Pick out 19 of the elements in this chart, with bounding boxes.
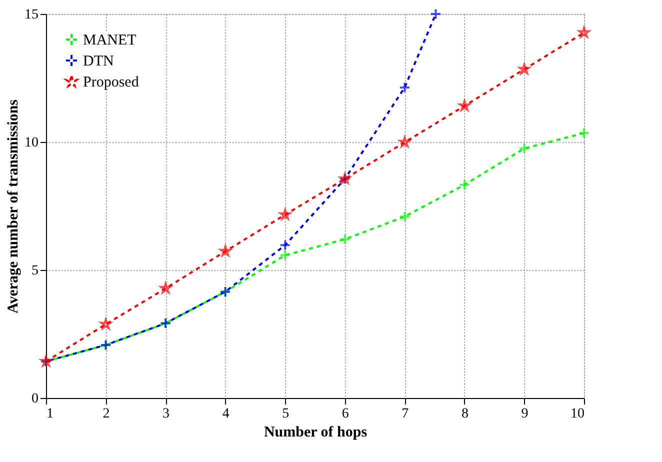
y-tick-label: 15 [24,8,38,22]
y-tick-label: 10 [24,136,38,150]
x-tick-label: 2 [102,406,110,422]
x-tick-label: 10 [570,406,584,422]
y-tick-label: 0 [32,392,38,406]
legend-label: DTN [83,54,114,70]
y-axis-title: Average number of transmissions [6,99,22,314]
x-tick-label: 4 [222,406,230,422]
x-tick-label: 5 [282,406,290,422]
x-tick-label: 6 [342,406,349,422]
y-tick-label: 5 [32,264,38,278]
x-tick-label: 7 [402,406,409,422]
legend-label: Proposed [83,74,140,90]
legend-label: MANET [83,32,136,48]
x-tick-label: 9 [521,406,528,422]
x-tick-label: 3 [162,406,170,422]
x-tick-label: 1 [46,406,54,422]
x-tick-label: 8 [461,406,468,422]
x-axis-title: Number of hops [264,424,368,440]
